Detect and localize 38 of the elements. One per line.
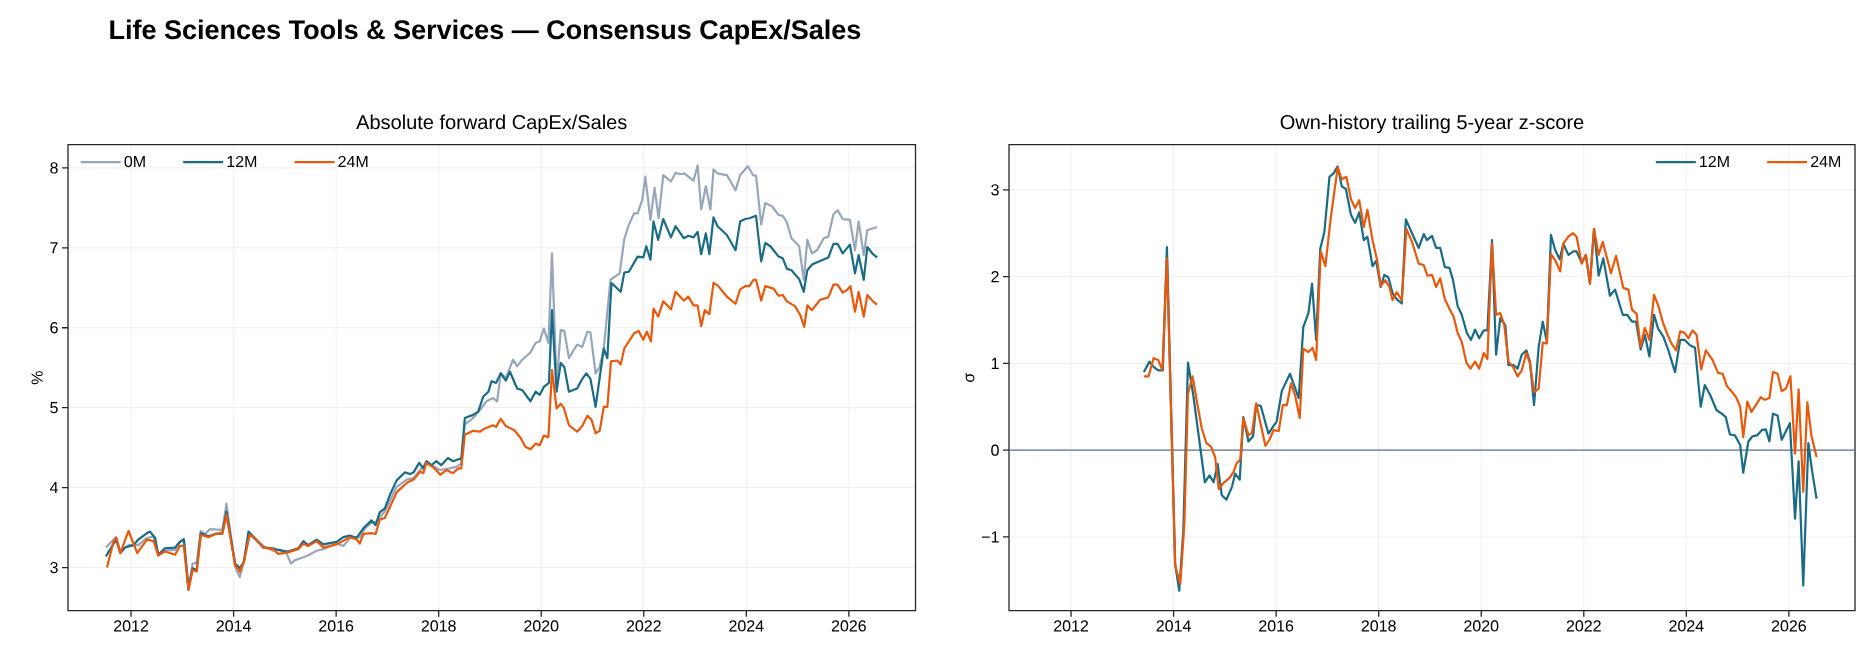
x-tick-label: 2024 — [1669, 620, 1704, 632]
x-tick-label: 2020 — [1464, 620, 1499, 632]
legend-label: 12M — [1700, 155, 1729, 168]
x-tick-label: 2016 — [319, 620, 354, 632]
y-tick-label: 0 — [991, 444, 999, 456]
y-tick-label: 6 — [50, 322, 58, 334]
y-tick-label: 3 — [50, 561, 58, 574]
x-tick-label: 2024 — [729, 620, 764, 632]
x-tick-label: 2022 — [1566, 620, 1601, 632]
y-tick-label: −1 — [982, 531, 999, 543]
chart-subtitle: Absolute forward CapEx/Sales — [356, 114, 627, 134]
x-tick-label: 2026 — [1771, 620, 1806, 632]
y-tick-label: 5 — [50, 402, 58, 414]
chart-title: Own-history trailing 5-year z-score — [1280, 114, 1584, 134]
y-tick-label: 3 — [991, 184, 999, 196]
x-tick-label: 2014 — [1156, 620, 1191, 632]
x-tick-label: 2016 — [1259, 620, 1294, 632]
x-tick-label: 2012 — [114, 620, 149, 632]
y-axis-title: σ — [965, 373, 975, 382]
x-tick-label: 2012 — [1054, 620, 1089, 632]
x-tick-label: 2018 — [1361, 620, 1396, 632]
legend-label: 0M — [124, 155, 145, 168]
x-tick-label: 2022 — [626, 620, 661, 632]
y-tick-label: 2 — [991, 271, 999, 283]
x-tick-label: 2014 — [216, 620, 251, 632]
y-tick-label: 8 — [50, 162, 58, 174]
x-tick-label: 2020 — [524, 620, 559, 632]
legend-label: 24M — [1811, 155, 1841, 168]
legend-label: 24M — [338, 155, 368, 168]
legend-label: 12M — [227, 155, 257, 168]
x-tick-label: 2018 — [421, 620, 456, 632]
chart-title: Life Sciences Tools & Services — Consensus CapEx/Sales — [110, 19, 861, 45]
y-tick-label: 1 — [991, 357, 999, 369]
line-series — [105, 278, 879, 592]
y-tick-label: 7 — [50, 242, 58, 254]
y-tick-label: 4 — [49, 482, 58, 494]
y-axis-title: % — [31, 371, 43, 385]
x-tick-label: 2026 — [831, 620, 866, 632]
